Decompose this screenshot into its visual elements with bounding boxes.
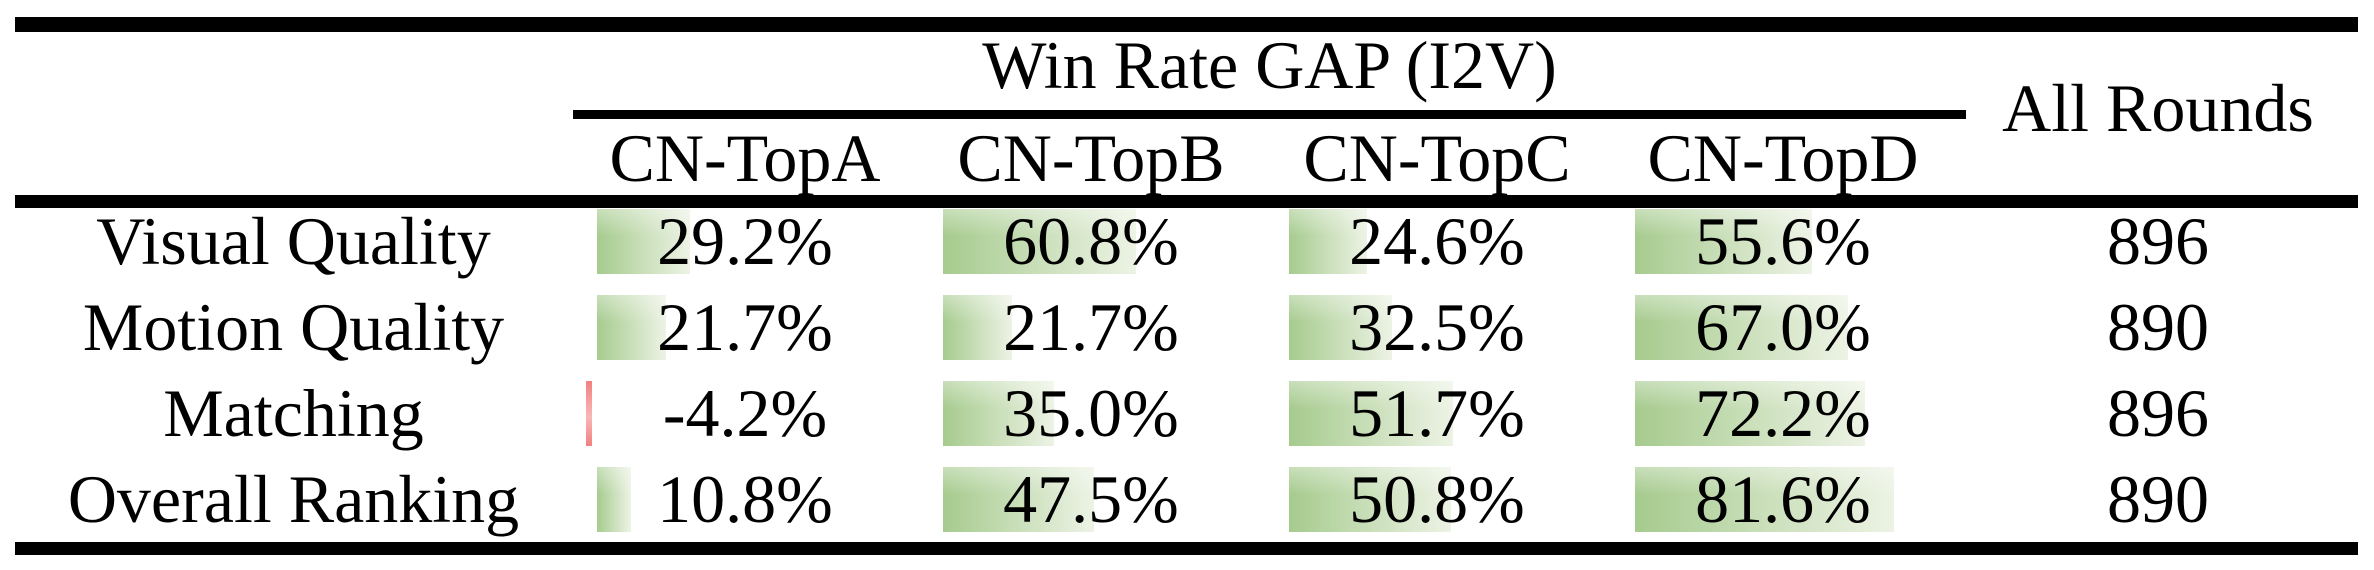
value-cell: 24.6% (1264, 203, 1610, 279)
value-cell: 81.6% (1610, 461, 1956, 537)
value-cell: 50.8% (1264, 461, 1610, 537)
cell-value: 67.0% (1695, 289, 1871, 365)
positive-data-bar (1635, 209, 1812, 274)
all-rounds-header: All Rounds (2002, 70, 2314, 146)
row-label: Overall Ranking (67, 461, 520, 537)
cell-value: 21.7% (1003, 289, 1179, 365)
row-label: Motion Quality (82, 289, 505, 365)
cell-value: 72.2% (1695, 375, 1871, 451)
positive-data-bar (1289, 295, 1392, 360)
cell-value: 24.6% (1349, 203, 1525, 279)
column-header-cn-topa: CN-TopA (609, 120, 881, 196)
table-row: Motion Quality 21.7% 21.7% 32.5% 67.0% 890 (0, 289, 2374, 365)
value-cell: -4.2% (572, 375, 918, 451)
header-body-rule (15, 195, 2358, 208)
column-header-cn-topc: CN-TopC (1303, 120, 1571, 196)
table-row: Overall Ranking 10.8% 47.5% 50.8% 81.6% 890 (0, 461, 2374, 537)
value-cell: 67.0% (1610, 289, 1956, 365)
negative-data-bar (586, 381, 592, 446)
positive-data-bar (943, 467, 1094, 532)
all-rounds-value: 896 (2107, 375, 2209, 451)
positive-data-bar (943, 381, 1054, 446)
cell-value: 35.0% (1003, 375, 1179, 451)
row-label: Matching (163, 375, 424, 451)
all-rounds-value: 896 (2107, 203, 2209, 279)
cell-value: 60.8% (1003, 203, 1179, 279)
all-rounds-value: 890 (2107, 461, 2209, 537)
cell-value: 47.5% (1003, 461, 1179, 537)
positive-data-bar (597, 467, 631, 532)
positive-data-bar (943, 209, 1136, 274)
positive-data-bar (597, 295, 666, 360)
column-header-cn-topb: CN-TopB (957, 120, 1225, 196)
positive-data-bar (1289, 467, 1451, 532)
value-cell: 10.8% (572, 461, 918, 537)
table-title: Win Rate GAP (I2V) (982, 27, 1557, 103)
value-cell: 29.2% (572, 203, 918, 279)
value-cell: 21.7% (918, 289, 1264, 365)
table-row: Matching -4.2% 35.0% 51.7% 72.2% 896 (0, 375, 2374, 451)
value-cell: 47.5% (918, 461, 1264, 537)
cell-value: 50.8% (1349, 461, 1525, 537)
value-cell: 32.5% (1264, 289, 1610, 365)
cell-value: 21.7% (657, 289, 833, 365)
table-row: Visual Quality 29.2% 60.8% 24.6% 55.6% 896 (0, 203, 2374, 279)
value-cell: 35.0% (918, 375, 1264, 451)
all-rounds-value: 890 (2107, 289, 2209, 365)
cell-value: 81.6% (1695, 461, 1871, 537)
bottom-rule (15, 542, 2358, 555)
column-header-cn-topd: CN-TopD (1647, 120, 1919, 196)
positive-data-bar (1635, 381, 1865, 446)
value-cell: 60.8% (918, 203, 1264, 279)
value-cell: 21.7% (572, 289, 918, 365)
positive-data-bar (597, 209, 690, 274)
cell-value: 51.7% (1349, 375, 1525, 451)
positive-data-bar (1635, 467, 1894, 532)
cell-value: 32.5% (1349, 289, 1525, 365)
positive-data-bar (1289, 381, 1453, 446)
cell-value: -4.2% (662, 375, 828, 451)
cell-value: 29.2% (657, 203, 833, 279)
positive-data-bar (1289, 209, 1367, 274)
cell-value: 10.8% (657, 461, 833, 537)
top-rule (15, 17, 2358, 32)
value-cell: 55.6% (1610, 203, 1956, 279)
row-label: Visual Quality (96, 203, 491, 279)
group-header-rule (573, 110, 1966, 119)
value-cell: 72.2% (1610, 375, 1956, 451)
positive-data-bar (943, 295, 1012, 360)
value-cell: 51.7% (1264, 375, 1610, 451)
cell-value: 55.6% (1695, 203, 1871, 279)
positive-data-bar (1635, 295, 1848, 360)
